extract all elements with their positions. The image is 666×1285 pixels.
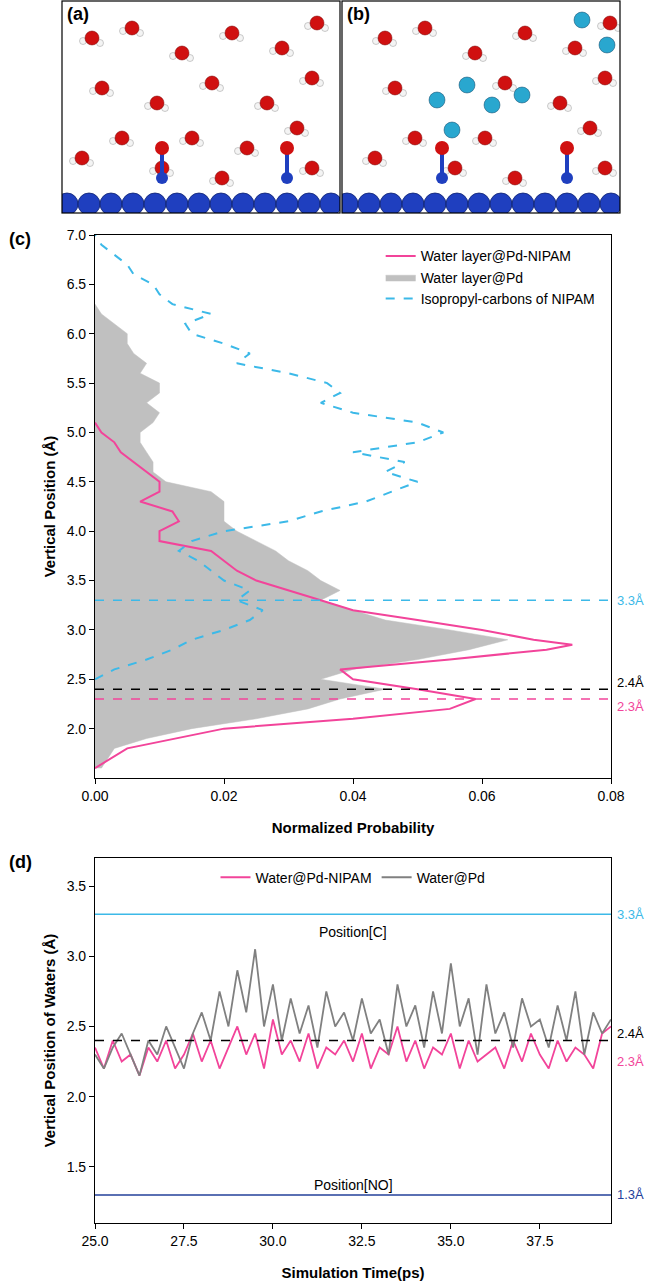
- svg-text:Vertical Position (Å): Vertical Position (Å): [41, 436, 58, 578]
- svg-text:2.4Å: 2.4Å: [617, 675, 644, 690]
- svg-text:3.5: 3.5: [67, 878, 87, 894]
- svg-text:4.5: 4.5: [67, 474, 87, 490]
- svg-text:Normalized Probability: Normalized Probability: [272, 819, 435, 836]
- svg-text:4.0: 4.0: [67, 523, 87, 539]
- svg-text:5.5: 5.5: [67, 375, 87, 391]
- svg-text:27.5: 27.5: [170, 1233, 197, 1249]
- svg-text:0.04: 0.04: [339, 788, 366, 804]
- svg-text:3.3Å: 3.3Å: [617, 907, 644, 922]
- svg-text:0.08: 0.08: [597, 788, 624, 804]
- svg-text:32.5: 32.5: [348, 1233, 375, 1249]
- svg-text:3.5: 3.5: [67, 572, 87, 588]
- svg-text:(b): (b): [347, 4, 370, 24]
- svg-text:2.3Å: 2.3Å: [617, 699, 644, 714]
- svg-text:37.5: 37.5: [526, 1233, 553, 1249]
- svg-text:Isopropyl-carbons of NIPAM: Isopropyl-carbons of NIPAM: [421, 291, 595, 307]
- svg-text:6.0: 6.0: [67, 326, 87, 342]
- svg-text:1.3Å: 1.3Å: [617, 1187, 644, 1202]
- svg-text:(a): (a): [67, 4, 89, 24]
- svg-text:3.0: 3.0: [67, 622, 87, 638]
- svg-text:0.00: 0.00: [81, 788, 108, 804]
- svg-text:Water layer@Pd: Water layer@Pd: [421, 270, 523, 286]
- svg-text:5.0: 5.0: [67, 424, 87, 440]
- svg-text:(c): (c): [9, 229, 31, 249]
- svg-text:(d): (d): [9, 852, 32, 872]
- svg-text:0.02: 0.02: [210, 788, 237, 804]
- svg-text:Water@Pd: Water@Pd: [417, 870, 485, 886]
- svg-text:Position[NO]: Position[NO]: [314, 1177, 393, 1193]
- svg-text:2.0: 2.0: [67, 1089, 87, 1105]
- svg-text:3.0: 3.0: [67, 948, 87, 964]
- svg-text:Position[C]: Position[C]: [319, 924, 387, 940]
- svg-text:7.0: 7.0: [67, 227, 87, 243]
- svg-text:2.5: 2.5: [67, 671, 87, 687]
- svg-text:3.3Å: 3.3Å: [617, 593, 644, 608]
- svg-text:0.06: 0.06: [468, 788, 495, 804]
- svg-text:6.5: 6.5: [67, 276, 87, 292]
- svg-text:2.5: 2.5: [67, 1018, 87, 1034]
- svg-text:35.0: 35.0: [437, 1233, 464, 1249]
- svg-text:Simulation Time(ps): Simulation Time(ps): [281, 1264, 424, 1281]
- svg-text:25.0: 25.0: [81, 1233, 108, 1249]
- svg-text:2.4Å: 2.4Å: [617, 1026, 644, 1041]
- svg-text:Water layer@Pd-NIPAM: Water layer@Pd-NIPAM: [421, 248, 571, 264]
- svg-text:Vertical Position of Waters (Å: Vertical Position of Waters (Å): [41, 934, 58, 1148]
- svg-text:2.3Å: 2.3Å: [617, 1054, 644, 1069]
- svg-text:30.0: 30.0: [259, 1233, 286, 1249]
- svg-text:Water@Pd-NIPAM: Water@Pd-NIPAM: [256, 870, 372, 886]
- svg-text:1.5: 1.5: [67, 1159, 87, 1175]
- svg-text:2.0: 2.0: [67, 721, 87, 737]
